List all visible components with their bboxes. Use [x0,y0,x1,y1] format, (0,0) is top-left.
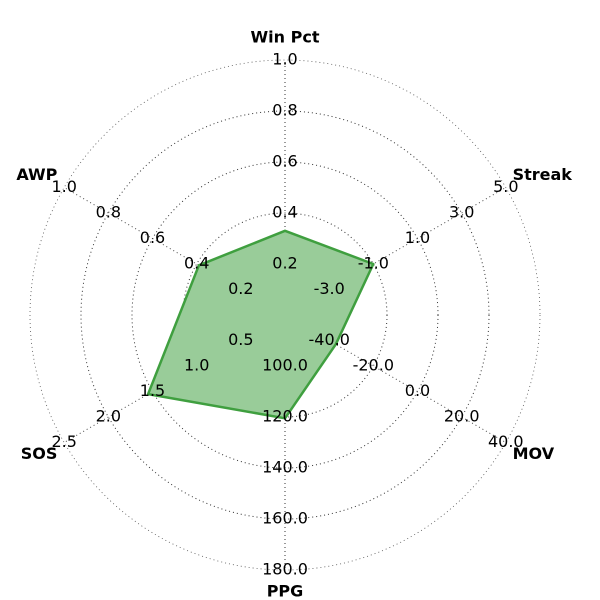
tick-label-win-pct: 0.4 [272,203,297,222]
tick-label-streak: 3.0 [449,203,474,222]
tick-label-sos: 2.5 [51,432,76,451]
tick-label-streak: -1.0 [358,254,389,273]
tick-label-mov: 0.0 [405,381,430,400]
tick-label-ppg: 120.0 [262,407,308,426]
tick-label-sos: 2.0 [96,407,121,426]
tick-label-win-pct: 0.6 [272,152,297,171]
tick-label-win-pct: 1.0 [272,50,297,69]
tick-label-mov: -40.0 [308,330,349,349]
tick-label-ppg: 140.0 [262,458,308,477]
tick-label-streak: 5.0 [493,177,518,196]
series-polygon [146,229,375,420]
tick-label-awp: 0.6 [140,228,165,247]
grid-ring [182,212,388,418]
tick-label-streak: 1.0 [405,228,430,247]
axis-label-ppg: PPG [267,582,304,600]
tick-label-ppg: 180.0 [262,560,308,579]
spoke-streak [284,187,507,316]
axis-label-sos: SOS [21,444,58,463]
spoke-awp [63,187,286,316]
tick-label-layer: 0.2 0.4 0.6 0.8 1.0 -3.0 -1.0 1.0 3.0 5.0 -40.0-20… [51,50,523,579]
axis-label-layer: Win Pct Streak MOV PPG SOS AWP [16,28,572,600]
spoke-mov [284,314,507,443]
axis-label-mov: MOV [513,444,555,463]
tick-label-mov: 20.0 [444,407,480,426]
tick-label-awp: 0.4 [184,254,209,273]
tick-label-awp: 0.2 [228,279,253,298]
axis-label-streak: Streak [513,165,573,184]
tick-label-sos: 0.5 [228,330,253,349]
tick-label-awp: 1.0 [51,177,76,196]
tick-label-sos: 1.0 [184,356,209,375]
tick-label-win-pct: 0.8 [272,101,297,120]
tick-label-ppg: 160.0 [262,509,308,528]
tick-label-awp: 0.8 [96,203,121,222]
data-layer [146,229,375,420]
tick-label-ppg: 100.0 [262,356,308,375]
axis-label-win-pct: Win Pct [251,28,320,47]
grid-ring [29,59,541,571]
spoke-sos [63,314,286,443]
grid-layer [29,59,541,571]
tick-label-streak: -3.0 [314,279,345,298]
axis-label-awp: AWP [16,165,57,184]
tick-label-win-pct: 0.2 [272,254,297,273]
tick-label-mov: -20.0 [353,356,394,375]
tick-label-mov: 40.0 [488,432,524,451]
tick-label-sos: 1.5 [140,381,165,400]
